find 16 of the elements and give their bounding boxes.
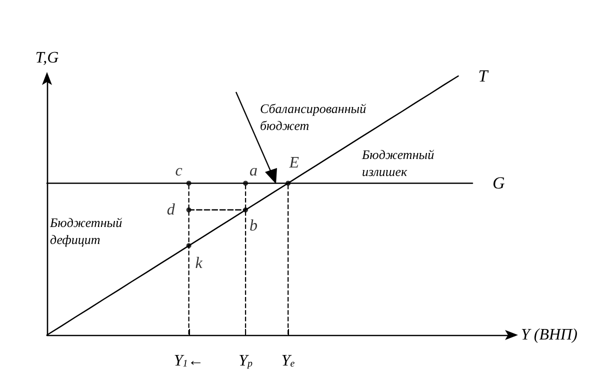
annotation: E	[288, 154, 300, 172]
annotation: c	[175, 162, 182, 180]
annotation: Бюджетный излишек	[361, 147, 435, 179]
annotation: d	[166, 201, 176, 218]
x-tick-label: Yp	[238, 352, 252, 370]
x-axis-title: Y (ВНП)	[521, 326, 578, 344]
annotation: k	[195, 255, 204, 272]
annotation: a	[250, 162, 258, 180]
series-label: G	[492, 174, 505, 193]
x-tick-label: Ye	[281, 352, 296, 370]
x-tick-label: Y1←	[174, 352, 204, 370]
series-label: T	[478, 66, 490, 86]
annotation: Сбалансированный бюджет	[260, 101, 367, 133]
annotation: b	[250, 217, 258, 234]
y-axis-title: T,G	[35, 50, 60, 66]
annotation: Бюджетный дефицит	[49, 215, 123, 247]
